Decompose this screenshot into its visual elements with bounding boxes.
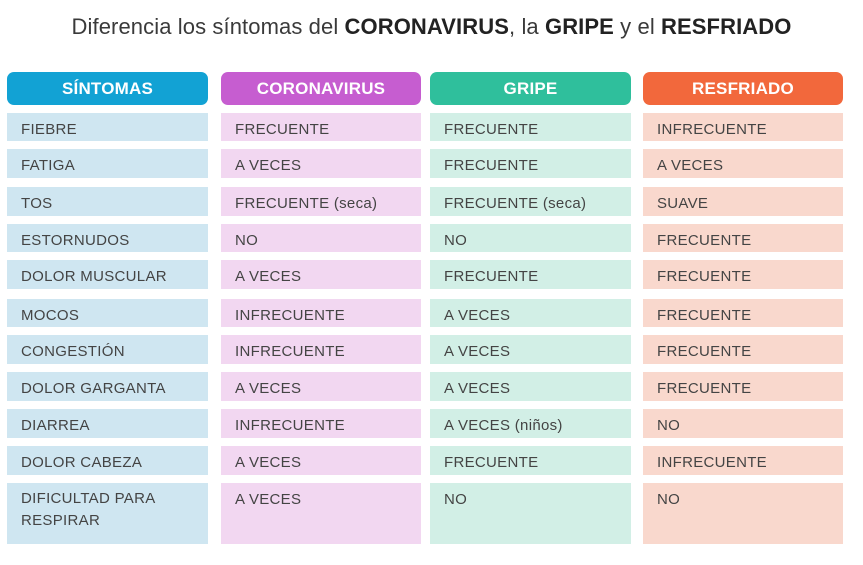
cell-symptom: MOCOS xyxy=(7,299,208,327)
cell-symptom: DOLOR GARGANTA xyxy=(7,372,208,401)
cell-gripe: A VECES xyxy=(430,372,631,401)
title-gripe: GRIPE xyxy=(544,14,614,39)
cell-symptom: DIARREA xyxy=(7,409,208,438)
cell-coronavirus: FRECUENTE (seca) xyxy=(221,187,421,216)
cell-coronavirus: INFRECUENTE xyxy=(221,335,421,364)
cell-resfriado: FRECUENTE xyxy=(643,224,843,252)
cell-coronavirus: A VECES xyxy=(221,446,421,475)
cell-symptom: FATIGA xyxy=(7,149,208,178)
cell-coronavirus: A VECES xyxy=(221,149,421,178)
header-gripe: GRIPE xyxy=(430,72,631,105)
title-text-2: , la xyxy=(509,14,545,39)
cell-resfriado: FRECUENTE xyxy=(643,372,843,401)
cell-resfriado: FRECUENTE xyxy=(643,260,843,289)
cell-resfriado: A VECES xyxy=(643,149,843,178)
cell-gripe: NO xyxy=(430,483,631,544)
cell-coronavirus: INFRECUENTE xyxy=(221,409,421,438)
cell-gripe: FRECUENTE (seca) xyxy=(430,187,631,216)
title-resfriado: RESFRIADO xyxy=(661,14,792,39)
cell-symptom: DOLOR MUSCULAR xyxy=(7,260,208,289)
cell-symptom: DOLOR CABEZA xyxy=(7,446,208,475)
cell-coronavirus: NO xyxy=(221,224,421,252)
title-coronavirus: CORONAVIRUS xyxy=(344,14,510,39)
cell-coronavirus: A VECES xyxy=(221,483,421,544)
cell-coronavirus: A VECES xyxy=(221,372,421,401)
page-title: Diferencia los síntomas del CORONAVIRUS,… xyxy=(0,14,863,40)
cell-symptom: ESTORNUDOS xyxy=(7,224,208,252)
cell-gripe: FRECUENTE xyxy=(430,113,631,141)
cell-symptom: DIFICULTAD PARA RESPIRAR xyxy=(7,483,208,544)
cell-gripe: FRECUENTE xyxy=(430,149,631,178)
header-sintomas: SÍNTOMAS xyxy=(7,72,208,105)
cell-gripe: FRECUENTE xyxy=(430,260,631,289)
cell-gripe: A VECES xyxy=(430,335,631,364)
header-coronavirus: CORONAVIRUS xyxy=(221,72,421,105)
cell-gripe: NO xyxy=(430,224,631,252)
cell-symptom: CONGESTIÓN xyxy=(7,335,208,364)
cell-coronavirus: INFRECUENTE xyxy=(221,299,421,327)
cell-gripe: FRECUENTE xyxy=(430,446,631,475)
cell-gripe: A VECES (niños) xyxy=(430,409,631,438)
cell-resfriado: NO xyxy=(643,483,843,544)
cell-resfriado: SUAVE xyxy=(643,187,843,216)
cell-resfriado: NO xyxy=(643,409,843,438)
title-text-3: y el xyxy=(613,14,662,39)
title-text-1: Diferencia los síntomas del xyxy=(71,14,345,39)
cell-gripe: A VECES xyxy=(430,299,631,327)
cell-symptom: TOS xyxy=(7,187,208,216)
header-resfriado: RESFRIADO xyxy=(643,72,843,105)
cell-resfriado: INFRECUENTE xyxy=(643,113,843,141)
cell-coronavirus: A VECES xyxy=(221,260,421,289)
cell-coronavirus: FRECUENTE xyxy=(221,113,421,141)
cell-resfriado: FRECUENTE xyxy=(643,299,843,327)
cell-symptom: FIEBRE xyxy=(7,113,208,141)
cell-resfriado: FRECUENTE xyxy=(643,335,843,364)
cell-resfriado: INFRECUENTE xyxy=(643,446,843,475)
